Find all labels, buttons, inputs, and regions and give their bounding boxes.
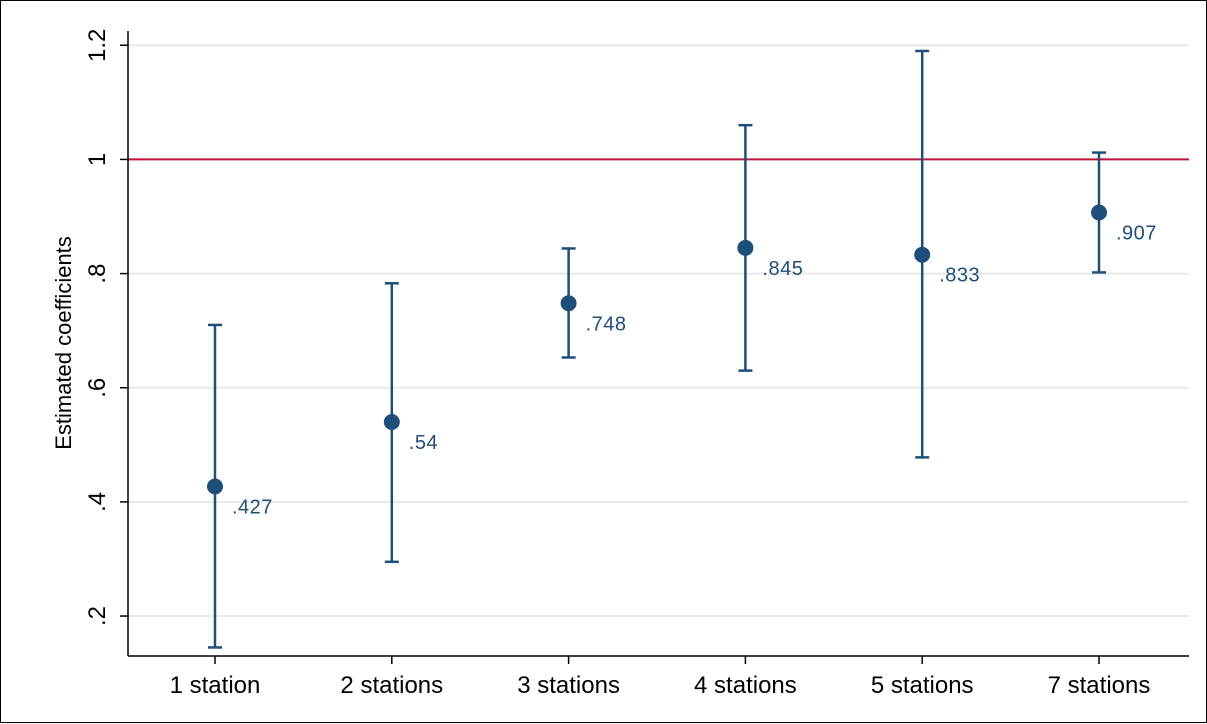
x-tick-label-2: 3 stations <box>517 672 620 699</box>
data-label-1: .54 <box>409 432 438 454</box>
y-tick-label-1: .4 <box>84 492 111 512</box>
data-label-4: .833 <box>939 265 980 287</box>
series-layer: .427 .54 .748 .845 .833 .907 <box>207 49 1157 649</box>
estimate-point-3 <box>737 239 754 256</box>
x-tick-label-4: 5 stations <box>871 672 974 699</box>
data-label-0: .427 <box>232 496 273 518</box>
y-tick-label-0: .2 <box>84 606 111 626</box>
x-tick-label-0: 1 station <box>170 672 261 699</box>
estimate-point-5 <box>1091 204 1107 221</box>
y-tick-label-3: .8 <box>84 264 111 284</box>
y-axis-title: Estimated coefficients <box>51 236 76 450</box>
estimate-point-1 <box>383 413 400 430</box>
data-label-2: .748 <box>586 313 627 335</box>
x-tick-label-5: 7 stations <box>1048 672 1151 699</box>
y-tick-label-4: 1 <box>84 153 111 166</box>
y-tick-label-5: 1.2 <box>84 29 111 62</box>
axis-layer: .2 .4 .6 .8 1 1.2 1 station 2 stations 3 station… <box>84 29 1189 699</box>
x-tick-label-1: 2 stations <box>340 672 443 699</box>
x-tick-label-3: 4 stations <box>694 672 797 699</box>
grid-layer <box>128 44 1189 618</box>
estimate-point-4 <box>914 246 931 263</box>
estimate-point-2 <box>560 295 577 312</box>
data-label-5: .907 <box>1116 223 1157 245</box>
data-label-3: .845 <box>762 258 803 280</box>
estimate-point-0 <box>207 478 223 495</box>
y-tick-label-2: .6 <box>84 378 111 398</box>
